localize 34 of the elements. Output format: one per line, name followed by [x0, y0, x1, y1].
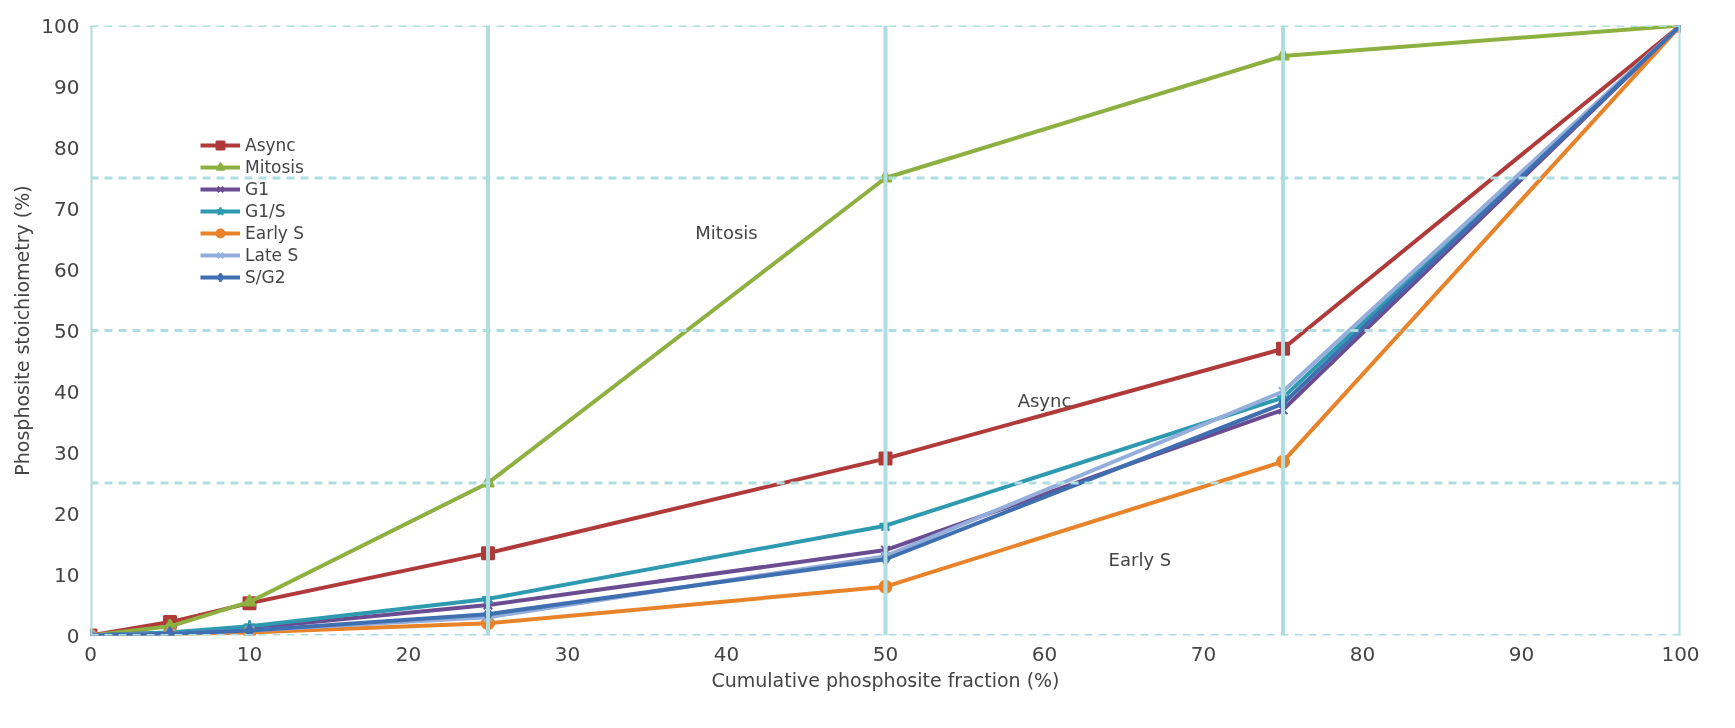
x-tick-label: 10 — [236, 641, 263, 666]
legend-label: Early S — [245, 223, 305, 243]
legend-label: Late S — [245, 245, 299, 265]
y-tick-label: 70 — [54, 196, 80, 221]
legend-label: G1/S — [245, 201, 286, 221]
annotation: Async — [1017, 389, 1072, 411]
annotation: Mitosis — [695, 222, 758, 244]
x-tick-label: 90 — [1508, 641, 1535, 666]
y-tick-label: 50 — [54, 318, 80, 343]
y-tick-label: 80 — [54, 135, 80, 160]
annotation: Early S — [1108, 549, 1172, 571]
x-axis-title: Cumulative phosphosite fraction (%) — [711, 668, 1060, 691]
legend-label: Mitosis — [245, 157, 304, 177]
x-tick-label: 50 — [872, 641, 899, 666]
y-tick-label: 40 — [54, 379, 80, 404]
x-tick-label: 60 — [1031, 641, 1058, 666]
y-axis-title: Phosphosite stoichiometry (%) — [11, 185, 34, 476]
y-tick-label: 30 — [54, 440, 80, 465]
y-tick-label: 0 — [66, 623, 80, 648]
x-tick-label: 70 — [1190, 641, 1217, 666]
x-tick-label: 80 — [1349, 641, 1376, 666]
y-tick-label: 100 — [41, 13, 80, 38]
legend-label: Async — [245, 135, 296, 155]
y-tick-label: 20 — [54, 501, 80, 526]
x-tick-label: 100 — [1661, 641, 1700, 666]
legend-label: G1 — [245, 179, 269, 199]
legend-label: S/G2 — [245, 267, 286, 287]
x-tick-label: 20 — [395, 641, 422, 666]
x-tick-label: 0 — [84, 641, 97, 666]
y-tick-label: 10 — [54, 562, 80, 587]
x-tick-label: 40 — [713, 641, 740, 666]
y-tick-label: 60 — [54, 257, 80, 282]
y-tick-label: 90 — [54, 74, 80, 99]
x-tick-label: 30 — [554, 641, 581, 666]
